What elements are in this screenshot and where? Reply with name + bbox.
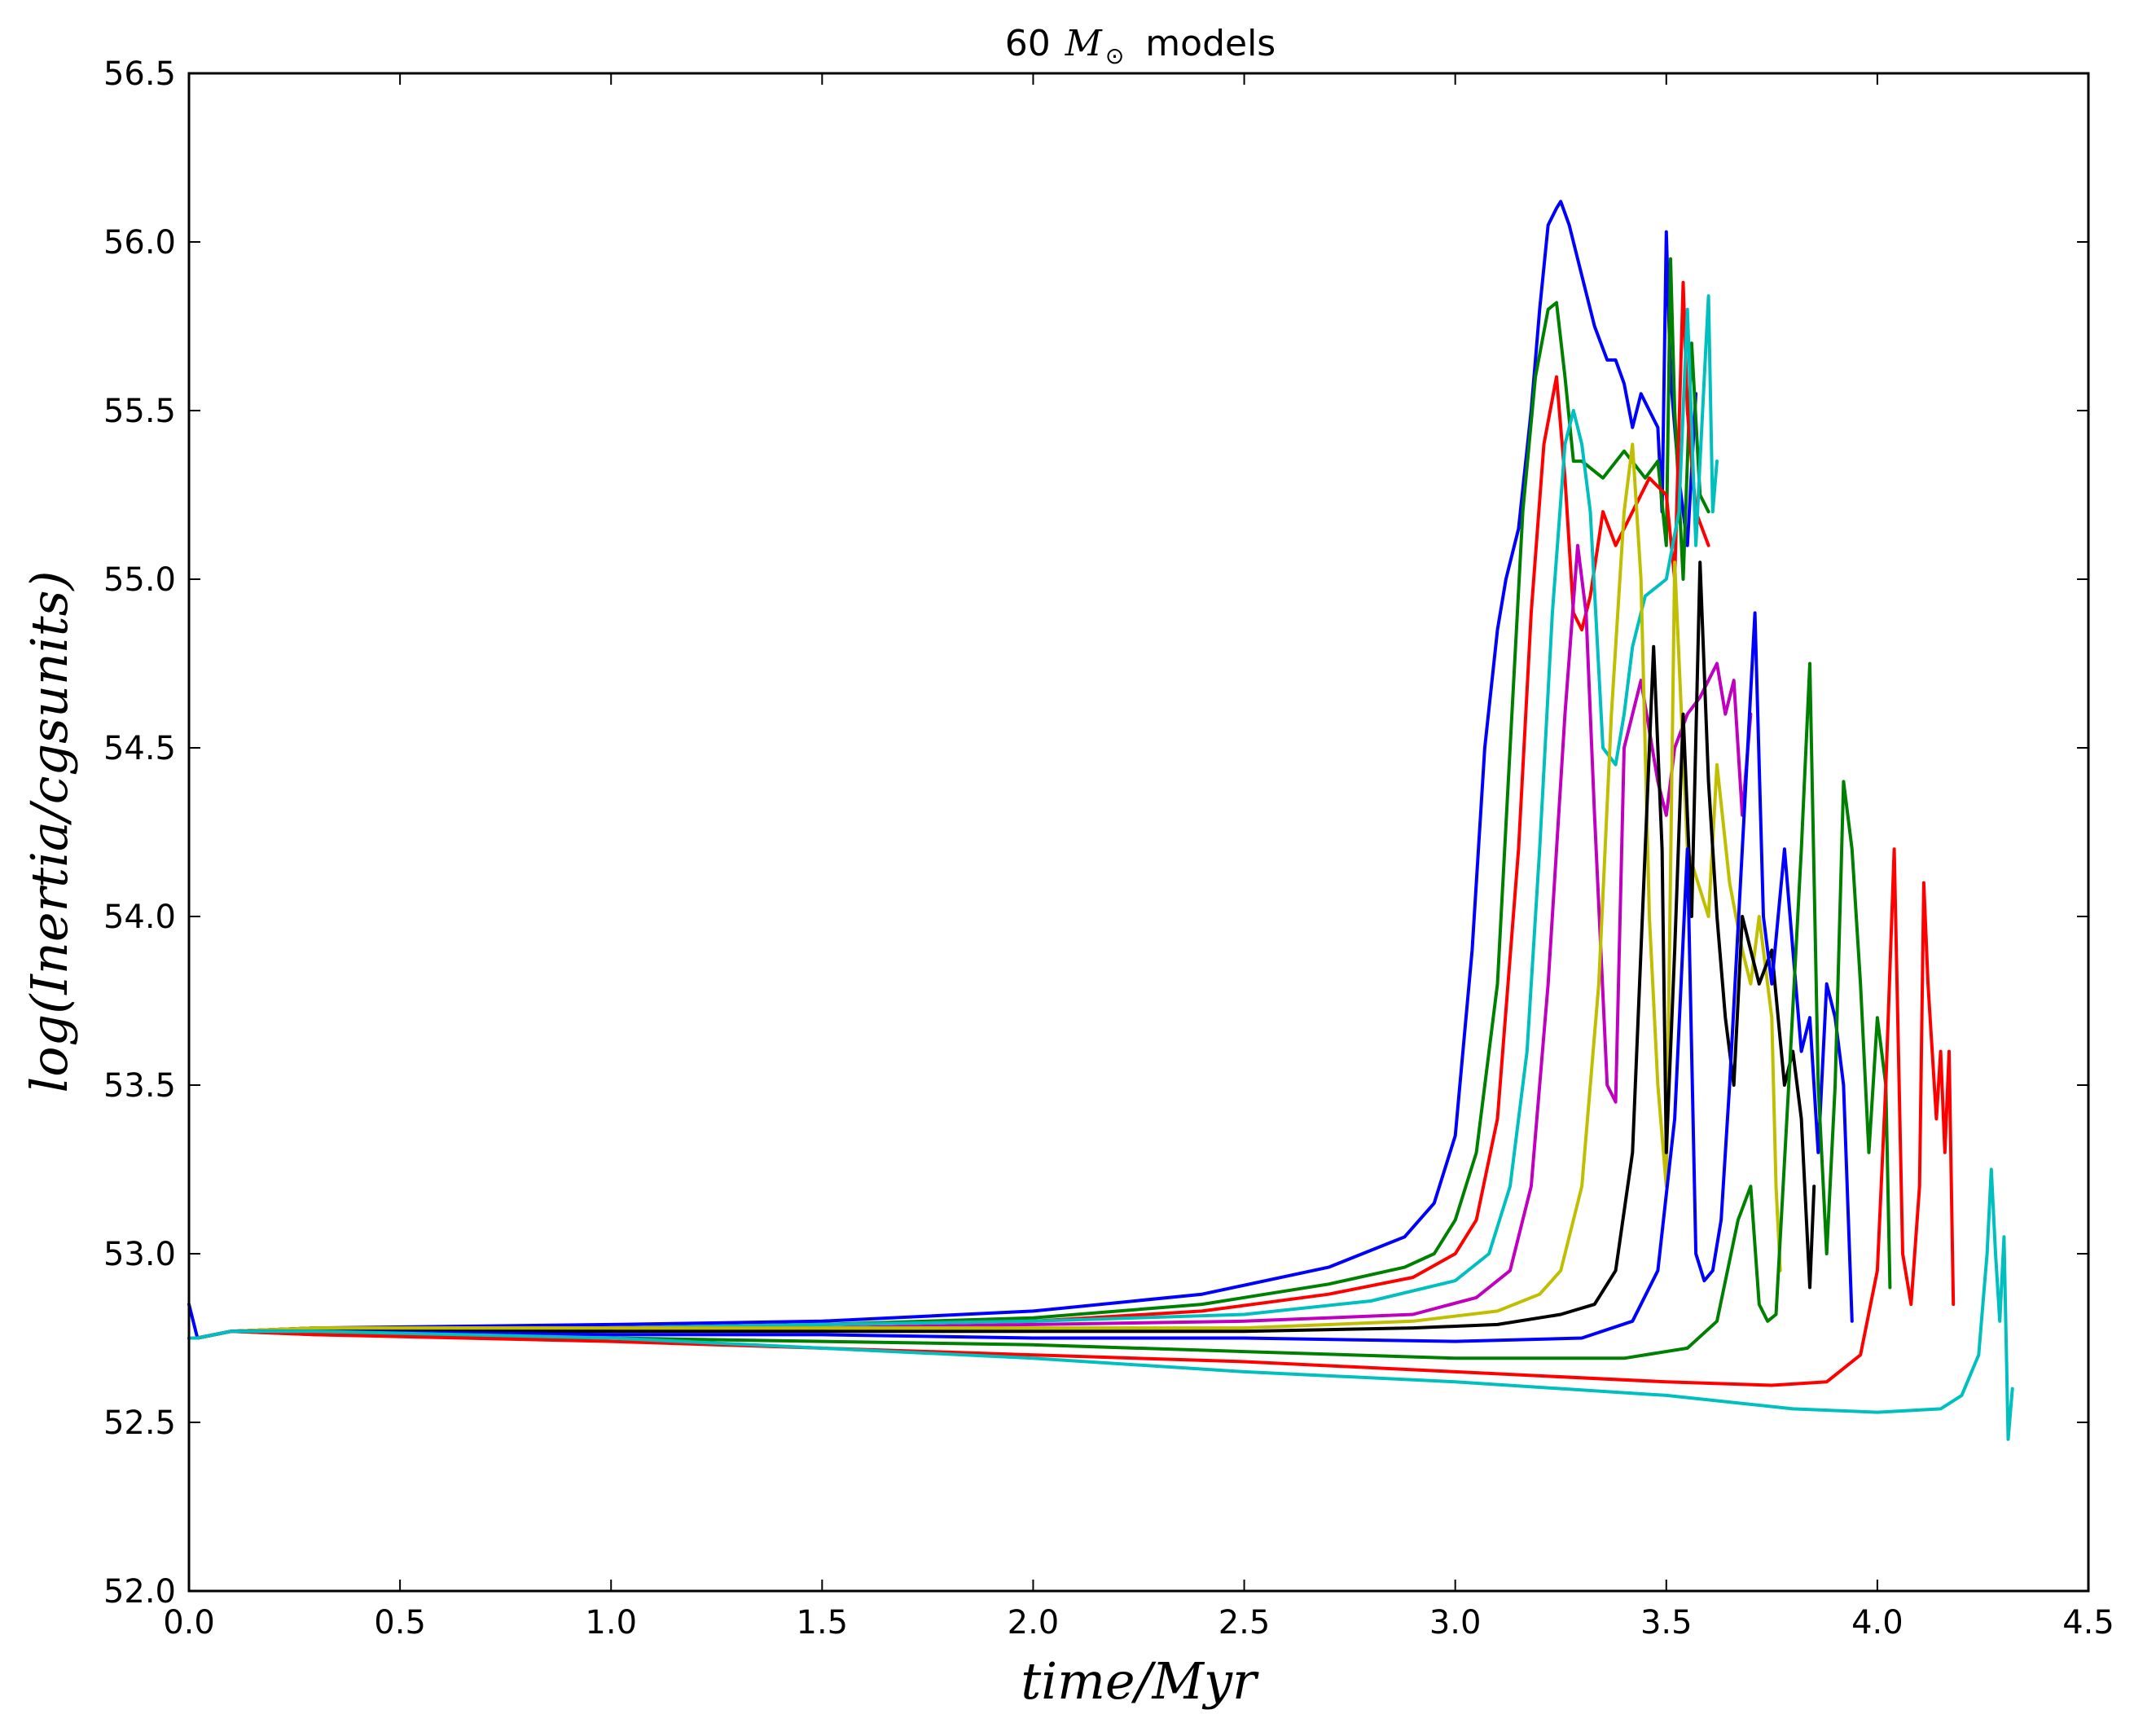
y-tick-label: 53.5 [103, 1067, 176, 1105]
series-line-9 [187, 661, 1892, 1360]
plot-frame [187, 72, 2090, 1593]
x-tick-label: 3.5 [1640, 1604, 1693, 1642]
y-tick-label: 52.5 [103, 1404, 176, 1442]
title-suffix: models [1145, 23, 1276, 64]
x-axis: 0.0 0.5 1.0 1.5 2.0 2.5 3.0 3.5 4.0 4.5 [163, 73, 2114, 1642]
series-line-8 [187, 611, 1854, 1343]
series-line-10 [187, 847, 1956, 1387]
series-line-1 [187, 200, 1698, 1340]
y-axis: 52.0 52.5 53.0 53.5 54.0 54.5 55.0 55.5 56.0 56.5 [103, 55, 2088, 1611]
title-mass-symbol: M [1065, 23, 1103, 64]
y-tick-label: 55.5 [103, 393, 176, 430]
y-axis-label: log(Inertia/cgsunits) [20, 570, 79, 1092]
series-line-4 [187, 294, 1719, 1340]
x-tick-label: 4.0 [1851, 1604, 1903, 1642]
y-tick-label: 54.5 [103, 730, 176, 767]
chart-title: 60 M ⊙ models [1005, 23, 1276, 69]
y-tick-label: 56.0 [103, 224, 176, 261]
x-tick-label: 2.5 [1218, 1604, 1271, 1642]
plot-area [187, 200, 2014, 1441]
y-tick-label: 55.0 [103, 561, 176, 599]
x-tick-label: 0.5 [374, 1604, 426, 1642]
y-tick-label: 56.5 [103, 55, 176, 93]
x-tick-label: 3.0 [1429, 1604, 1482, 1642]
y-tick-label: 52.0 [103, 1573, 176, 1611]
x-tick-label: 1.0 [585, 1604, 637, 1642]
series-line-7 [187, 560, 1816, 1340]
x-axis-label: time/Myr [1021, 1651, 1259, 1711]
x-tick-label: 1.5 [797, 1604, 849, 1642]
title-sun-symbol: ⊙ [1105, 42, 1124, 69]
x-tick-label: 0.0 [163, 1604, 215, 1642]
x-tick-label: 4.5 [2062, 1604, 2114, 1642]
title-prefix: 60 [1005, 23, 1051, 64]
series-line-11 [187, 1167, 2014, 1441]
y-tick-label: 54.0 [103, 899, 176, 936]
y-tick-label: 53.0 [103, 1236, 176, 1273]
x-tick-label: 2.0 [1008, 1604, 1060, 1642]
